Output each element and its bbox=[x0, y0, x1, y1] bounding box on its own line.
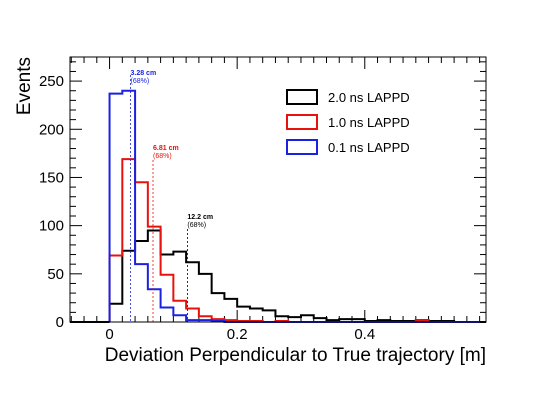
series-layer bbox=[70, 89, 486, 323]
quantile-value-label: 12.2 cm bbox=[187, 214, 213, 221]
x-tick-label: 0.4 bbox=[354, 326, 375, 343]
plot-frame bbox=[69, 56, 487, 323]
tick-labels: 0 50 100 150 200 250 0 0.2 0.4 bbox=[39, 73, 375, 343]
quantile-percent-label: (68%) bbox=[187, 222, 206, 229]
y-tick-label: 200 bbox=[39, 121, 64, 138]
y-tick-label: 50 bbox=[47, 266, 64, 283]
axis-ticks bbox=[70, 57, 486, 323]
quantile-value-label: 6.81 cm bbox=[153, 145, 179, 152]
legend-label: 0.1 ns LAPPD bbox=[328, 140, 410, 155]
legend-swatch bbox=[286, 89, 318, 105]
series-step-line bbox=[108, 158, 480, 323]
series-step-line bbox=[108, 89, 480, 323]
quantile-percent-label: (68%) bbox=[153, 153, 172, 160]
x-tick-label: 0 bbox=[105, 326, 113, 343]
annotation-layer: 3.28 cm(68%)6.81 cm(68%)12.2 cm(68%) bbox=[130, 70, 213, 322]
quantile-percent-label: (68%) bbox=[130, 78, 149, 85]
x-axis-title: Deviation Perpendicular to True trajecto… bbox=[105, 345, 486, 366]
y-tick-label: 250 bbox=[39, 73, 64, 90]
y-tick-label: 150 bbox=[39, 169, 64, 186]
x-tick-label: 0.2 bbox=[227, 326, 248, 343]
y-axis-title: Events bbox=[14, 57, 35, 115]
y-tick-label: 100 bbox=[39, 218, 64, 235]
legend-swatch bbox=[286, 139, 318, 155]
quantile-value-label: 3.28 cm bbox=[130, 70, 156, 77]
legend: 2.0 ns LAPPD 1.0 ns LAPPD 0.1 ns LAPPD bbox=[286, 89, 410, 155]
y-tick-label: 0 bbox=[56, 314, 64, 331]
legend-label: 1.0 ns LAPPD bbox=[328, 115, 410, 130]
legend-swatch bbox=[286, 114, 318, 130]
legend-label: 2.0 ns LAPPD bbox=[328, 90, 410, 105]
